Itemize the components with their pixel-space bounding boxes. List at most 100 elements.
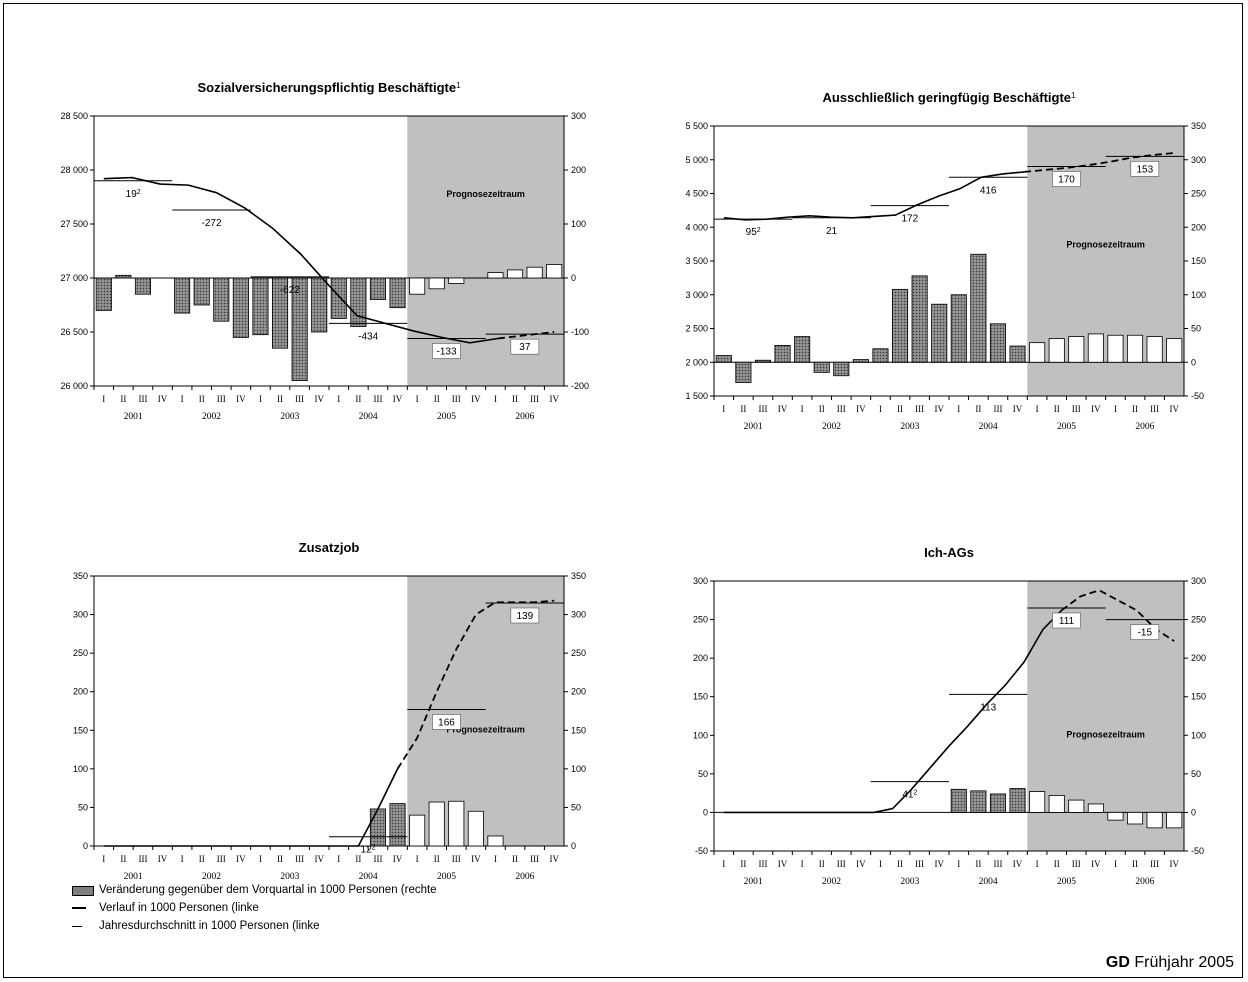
x-quarter-label: II xyxy=(1132,859,1138,869)
legend-label-avg: Jahresdurchschnitt in 1000 Personen (lin… xyxy=(99,920,320,932)
x-quarter-label: IV xyxy=(236,854,246,864)
x-quarter-label: II xyxy=(277,854,283,864)
chart-svg: Sozialversicherungspflichtig Beschäftigt… xyxy=(60,80,589,420)
x-quarter-label: I xyxy=(259,854,262,864)
x-quarter-label: IV xyxy=(1169,404,1179,414)
x-year-label: 2005 xyxy=(437,412,456,420)
x-quarter-label: II xyxy=(120,854,126,864)
bar-historical xyxy=(232,277,249,338)
x-quarter-label: III xyxy=(217,854,226,864)
bar-forecast xyxy=(546,264,563,279)
line-series-history xyxy=(723,609,1063,814)
line-series-history xyxy=(103,768,399,847)
x-quarter-label: II xyxy=(897,859,903,869)
x-quarter-label: II xyxy=(434,394,440,404)
x-quarter-label: IV xyxy=(1091,859,1101,869)
chart-ich-ags: Ich-AGs Prognosezeitraum 300 250 200 150 100 50… xyxy=(670,525,1210,885)
right-tick-label: 100 xyxy=(1191,290,1206,300)
x-quarter-label: II xyxy=(355,854,361,864)
bar-forecast xyxy=(1146,336,1163,363)
left-tick-label: 300 xyxy=(693,576,708,586)
right-tick-label: 200 xyxy=(1191,222,1206,232)
right-tick-label: -50 xyxy=(1191,846,1204,856)
annotation-label: 21 xyxy=(826,226,838,237)
x-quarter-label: II xyxy=(819,404,825,414)
annotation-label: 170 xyxy=(1058,175,1075,186)
x-quarter-label: III xyxy=(530,394,539,404)
bar-historical xyxy=(389,803,406,847)
bar-forecast xyxy=(409,814,426,847)
left-tick-label: 26 000 xyxy=(60,381,88,391)
annotation-label: 113 xyxy=(980,702,996,713)
x-quarter-label: II xyxy=(975,404,981,414)
bar-historical xyxy=(735,361,752,383)
annotation-label: 37 xyxy=(519,342,531,353)
left-tick-label: 4 000 xyxy=(685,222,708,232)
forecast-label: Prognosezeitraum xyxy=(446,725,525,735)
bar-historical xyxy=(174,277,191,314)
annotation-label: 192 xyxy=(126,188,141,200)
x-year-label: 2004 xyxy=(979,422,998,430)
x-year-label: 2003 xyxy=(280,872,299,880)
annotation-box xyxy=(1052,612,1081,629)
x-quarter-label: II xyxy=(1132,404,1138,414)
x-quarter-label: II xyxy=(1054,859,1060,869)
x-year-label: 2002 xyxy=(822,422,841,430)
left-tick-label: 4 500 xyxy=(685,189,708,199)
bar-historical xyxy=(95,277,112,311)
bar-historical xyxy=(1009,345,1026,363)
x-quarter-label: II xyxy=(512,394,518,404)
annotation-sup: 2 xyxy=(137,188,141,195)
annotation-label: 952 xyxy=(746,227,761,239)
bar-forecast xyxy=(507,269,524,279)
left-tick-label: 3 500 xyxy=(685,256,708,266)
x-quarter-label: IV xyxy=(856,859,866,869)
bar-historical xyxy=(950,294,967,363)
right-tick-label: -50 xyxy=(1191,391,1204,401)
annotation-box xyxy=(1130,624,1160,640)
x-year-label: 2002 xyxy=(202,872,221,880)
right-tick-label: 0 xyxy=(571,841,576,851)
bar-forecast xyxy=(1127,334,1144,363)
x-quarter-label: I xyxy=(337,854,340,864)
legend-swatch-line xyxy=(70,902,96,914)
right-tick-label: 300 xyxy=(1191,576,1206,586)
x-quarter-label: III xyxy=(837,404,846,414)
x-quarter-label: I xyxy=(1036,404,1039,414)
x-quarter-label: IV xyxy=(856,404,866,414)
line-series-forecast xyxy=(497,331,555,340)
bar-historical xyxy=(794,336,811,363)
right-tick-label: 200 xyxy=(1191,653,1206,663)
x-year-label: 2006 xyxy=(1135,422,1154,430)
left-tick-label: 5 000 xyxy=(685,155,708,165)
left-tick-label: 250 xyxy=(73,648,88,658)
annotation-label: 172 xyxy=(901,214,918,225)
bar-historical xyxy=(774,344,791,363)
right-tick-label: 50 xyxy=(1191,769,1201,779)
annotation-label: 139 xyxy=(516,611,533,622)
bar-historical xyxy=(833,361,850,377)
x-quarter-label: I xyxy=(722,859,725,869)
x-quarter-label: III xyxy=(295,854,304,864)
annotation-sup: 2 xyxy=(757,227,761,234)
x-year-label: 2001 xyxy=(744,422,763,430)
left-tick-label: 50 xyxy=(78,802,88,812)
chart-title: Ich-AGs xyxy=(924,545,974,560)
x-quarter-label: III xyxy=(138,394,147,404)
right-tick-label: 250 xyxy=(1191,615,1206,625)
bar-historical xyxy=(970,790,987,813)
annotation-label: -434 xyxy=(358,331,378,342)
left-tick-label: 200 xyxy=(73,687,88,697)
annotation-box xyxy=(510,607,540,624)
left-tick-label: 100 xyxy=(73,764,88,774)
left-tick-label: 300 xyxy=(73,610,88,620)
x-year-label: 2003 xyxy=(900,877,919,885)
left-tick-label: 50 xyxy=(698,769,708,779)
x-quarter-label: II xyxy=(277,394,283,404)
left-tick-label: 250 xyxy=(693,615,708,625)
footer-brand: GD xyxy=(1105,954,1130,971)
left-tick-label: 100 xyxy=(693,730,708,740)
x-quarter-label: I xyxy=(181,394,184,404)
bar-historical xyxy=(989,323,1006,363)
bar-forecast xyxy=(1107,334,1124,363)
